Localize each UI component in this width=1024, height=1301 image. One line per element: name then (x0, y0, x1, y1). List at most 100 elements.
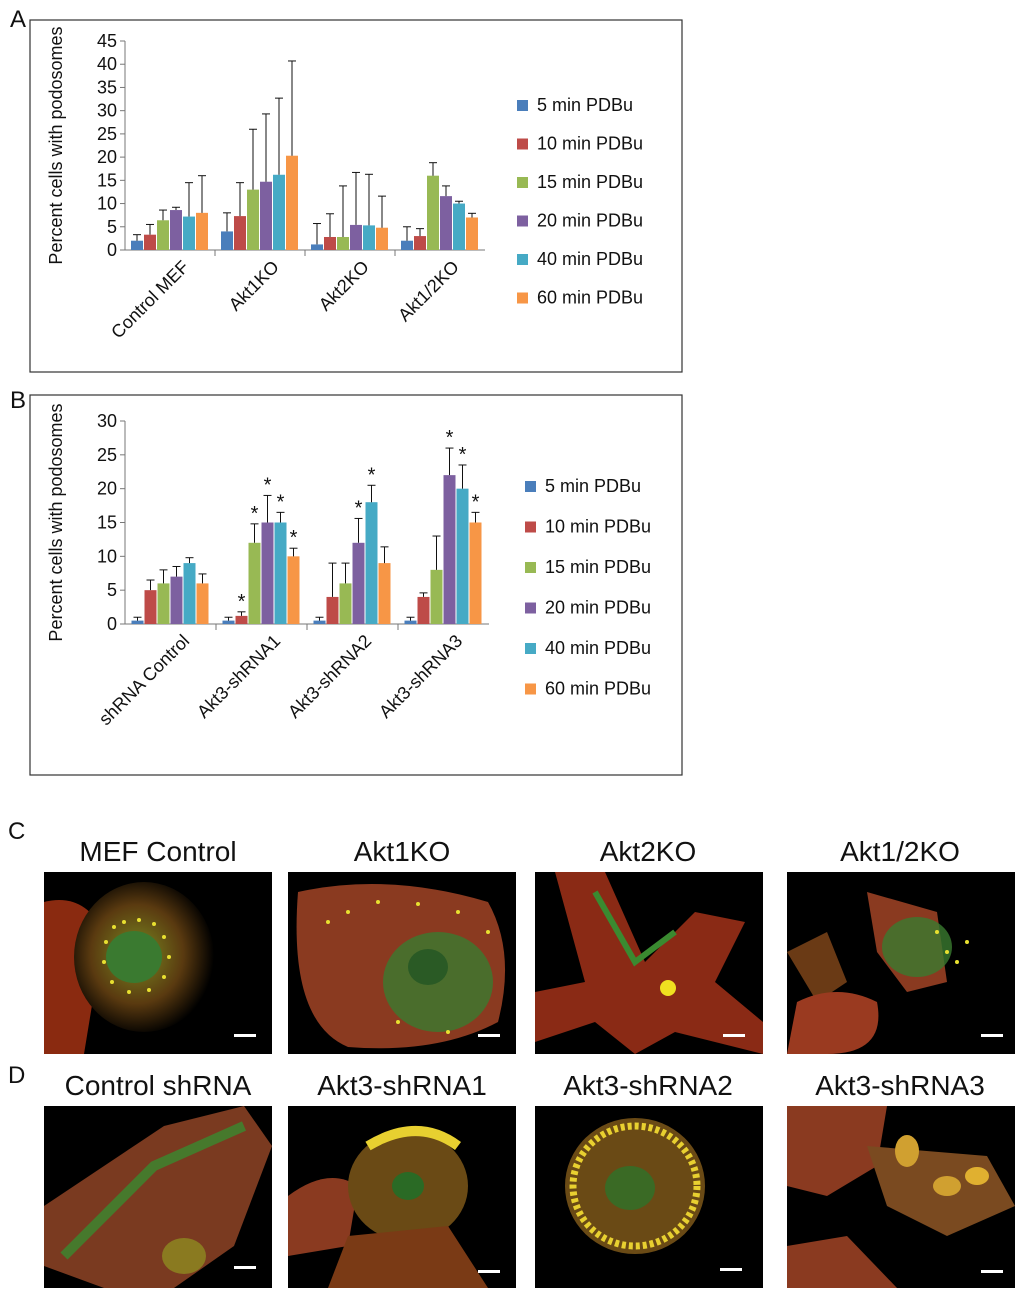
legend-label-20-min-pdbu: 20 min PDBu (545, 598, 651, 618)
micrograph-akt3-shrna2 (535, 1106, 763, 1288)
panel-letter-c: C (8, 818, 26, 845)
chart-frame (29, 19, 683, 373)
significance-star: * (472, 491, 480, 513)
bar-10-min-pdbu-akt2ko (324, 236, 336, 250)
micrograph-akt12ko (787, 872, 1015, 1054)
bar-10-min-pdbu-shrna-control (144, 590, 157, 624)
bar-5-min-pdbu-shrna-control (131, 620, 144, 624)
legend-swatch-40-min-pdbu (517, 254, 528, 265)
significance-star: * (264, 474, 272, 496)
micrograph-akt3-shrna1 (288, 1106, 516, 1288)
chart-b: 0 5 10 15 20 25 30 Percent cells with podosomes… (29, 394, 683, 776)
legend-swatch-10-min-pdbu (525, 521, 536, 533)
bar-20-min-pdbu-akt3-shrna3 (443, 475, 456, 624)
y-axis-label: Percent cells with podosomes (46, 403, 66, 641)
micrograph-label-akt2ko: Akt2KO (599, 836, 697, 867)
bar-40-min-pdbu-akt1ko (273, 174, 285, 250)
legend-swatch-15-min-pdbu (517, 177, 528, 188)
bar-15-min-pdbu-akt2ko (337, 236, 349, 250)
significance-star: * (290, 527, 298, 549)
category-label-shrna-control: shRNA Control (95, 631, 193, 729)
bar-10-min-pdbu-akt1ko (234, 216, 246, 250)
micrograph-label-akt3-shrna2: Akt3-shRNA2 (563, 1070, 733, 1101)
micrograph-label-akt3-shrna1: Akt3-shRNA1 (317, 1070, 487, 1101)
y-axis-label: Percent cells with podosomes (46, 26, 66, 264)
bar-40-min-pdbu-akt3-shrna2 (365, 502, 378, 624)
legend-swatch-40-min-pdbu (525, 643, 536, 654)
panel-letter-b: B (10, 387, 27, 414)
bar-20-min-pdbu-akt2ko (350, 224, 362, 250)
bar-20-min-pdbu-akt3-shrna1 (261, 522, 274, 624)
legend-label-15-min-pdbu: 15 min PDBu (537, 172, 643, 192)
y-tick-label: 40 (97, 54, 117, 74)
y-tick-label: 10 (97, 194, 117, 214)
bar-60-min-pdbu-akt3-shrna2 (378, 563, 391, 624)
bar-15-min-pdbu-akt3-shrna3 (430, 569, 443, 624)
micrograph-label-mef-control: MEF Control (79, 836, 237, 867)
bar-15-min-pdbu-akt1-2ko (427, 175, 439, 250)
panel-letter-a: A (10, 6, 27, 33)
legend-swatch-5-min-pdbu (525, 481, 536, 492)
significance-star: * (446, 427, 454, 449)
bar-20-min-pdbu-shrna-control (170, 576, 183, 624)
bar-15-min-pdbu-akt3-shrna1 (248, 542, 261, 624)
category-label-akt3-shrna1: Akt3-shRNA1 (193, 631, 284, 722)
category-label-akt3-shrna3: Akt3-shRNA3 (375, 631, 466, 722)
y-tick-label: 15 (97, 170, 117, 190)
y-tick-label: 45 (97, 31, 117, 51)
bar-20-min-pdbu-akt1-2ko (440, 196, 452, 250)
bar-40-min-pdbu-akt3-shrna3 (456, 488, 469, 624)
bar-60-min-pdbu-shrna-control (196, 583, 209, 624)
significance-star: * (251, 503, 259, 525)
bar-5-min-pdbu-akt3-shrna2 (313, 620, 326, 624)
bar-5-min-pdbu-control-mef (131, 240, 143, 250)
y-tick-label: 25 (97, 445, 117, 465)
bar-40-min-pdbu-shrna-control (183, 563, 196, 624)
bar-10-min-pdbu-akt3-shrna1 (235, 615, 248, 624)
bar-60-min-pdbu-akt1-2ko (466, 217, 478, 250)
legend-label-5-min-pdbu: 5 min PDBu (537, 95, 633, 115)
legend-label-60-min-pdbu: 60 min PDBu (537, 288, 643, 308)
legend-swatch-20-min-pdbu (517, 215, 528, 227)
bar-15-min-pdbu-control-mef (157, 220, 169, 250)
bar-15-min-pdbu-akt1ko (247, 189, 259, 250)
y-tick-label: 35 (97, 77, 117, 97)
bar-40-min-pdbu-control-mef (183, 216, 195, 250)
significance-star: * (368, 464, 376, 486)
panel-letter-d: D (8, 1062, 26, 1089)
chart-frame (29, 394, 683, 776)
bar-60-min-pdbu-akt1ko (286, 155, 298, 250)
legend-label-5-min-pdbu: 5 min PDBu (545, 476, 641, 496)
y-tick-label: 0 (107, 614, 117, 634)
micrograph-label-control-shrna: Control shRNA (64, 1070, 252, 1101)
bar-10-min-pdbu-akt3-shrna3 (417, 596, 430, 624)
bar-10-min-pdbu-akt3-shrna2 (326, 596, 339, 624)
micrograph-label-akt1ko: Akt1KO (353, 836, 451, 867)
bar-40-min-pdbu-akt1-2ko (453, 203, 465, 250)
legend-swatch-20-min-pdbu (525, 602, 536, 614)
y-tick-label: 30 (97, 411, 117, 431)
category-label-akt3-shrna2: Akt3-shRNA2 (284, 631, 375, 722)
bar-5-min-pdbu-akt3-shrna3 (404, 620, 417, 624)
significance-star: * (459, 444, 467, 466)
y-tick-label: 10 (97, 546, 117, 566)
micrograph-label-akt12ko: Akt1/2KO (840, 836, 960, 867)
bar-60-min-pdbu-control-mef (196, 212, 208, 250)
micrograph-label-akt3-shrna3: Akt3-shRNA3 (815, 1070, 985, 1101)
bar-20-min-pdbu-akt3-shrna2 (352, 542, 365, 624)
y-tick-label: 30 (97, 101, 117, 121)
micrograph-akt1ko (288, 872, 516, 1054)
significance-star: * (355, 497, 363, 519)
bar-15-min-pdbu-shrna-control (157, 583, 170, 624)
significance-star: * (277, 491, 285, 513)
y-tick-label: 20 (97, 147, 117, 167)
bar-5-min-pdbu-akt3-shrna1 (222, 620, 235, 624)
legend-label-10-min-pdbu: 10 min PDBu (537, 134, 643, 154)
y-tick-label: 15 (97, 513, 117, 533)
legend-swatch-60-min-pdbu (525, 683, 536, 695)
micrograph-akt2ko (535, 872, 763, 1054)
bar-5-min-pdbu-akt2ko (311, 244, 323, 250)
chart-a: 0 5 10 15 20 25 30 35 40 45 Percent cells with pod… (29, 19, 683, 373)
bar-60-min-pdbu-akt2ko (376, 227, 388, 250)
bar-5-min-pdbu-akt1ko (221, 231, 233, 250)
